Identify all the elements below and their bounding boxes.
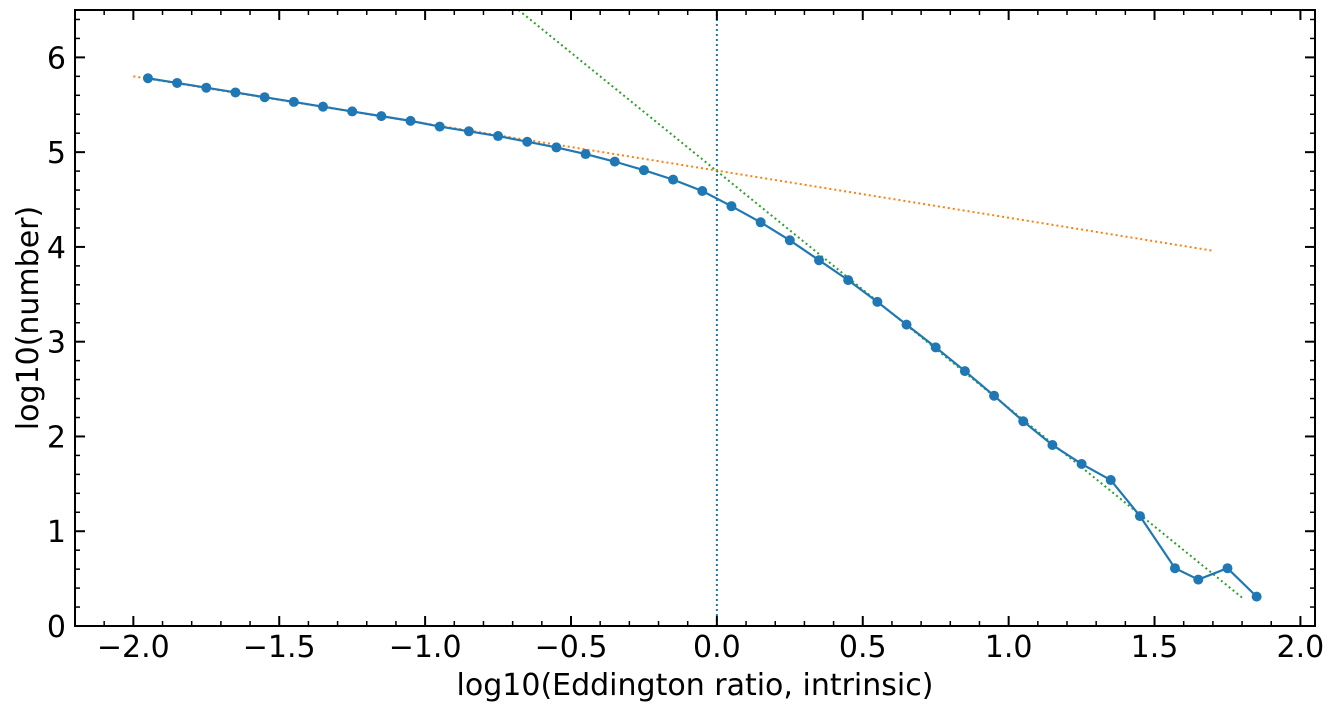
data-point [1193, 574, 1204, 585]
data-point [142, 73, 153, 84]
data-point [463, 126, 474, 137]
data-point [843, 275, 854, 286]
data-point [1105, 475, 1116, 486]
data-point [1169, 563, 1180, 574]
data-point [668, 174, 679, 185]
data-point [609, 156, 620, 167]
data-point [288, 96, 299, 107]
data-point [726, 201, 737, 212]
data-point [1134, 511, 1145, 522]
data-point [1047, 439, 1058, 450]
plot-frame [74, 9, 1316, 627]
data-point [638, 165, 649, 176]
data-point [522, 136, 533, 147]
data-point [959, 366, 970, 377]
data-point [1076, 458, 1087, 469]
data-point [201, 82, 212, 93]
x-tick-label: 1.5 [1131, 630, 1179, 665]
data-point [697, 186, 708, 197]
data-point [901, 319, 912, 330]
data-point [434, 121, 445, 132]
y-tick-label: 4 [47, 231, 66, 266]
y-tick-label: 2 [47, 420, 66, 455]
data-point [1018, 416, 1029, 427]
x-tick-label: −2.0 [97, 630, 170, 665]
data-point [814, 255, 824, 266]
data-point [405, 115, 416, 126]
data-line [147, 77, 1258, 598]
data-point [551, 142, 562, 153]
x-tick-label: 0.5 [839, 630, 887, 665]
x-tick-label: 0.0 [693, 630, 741, 665]
ticks-layer: −2.0 −1.5 −1.0 −0.5 0.0 0.5 1.0 1.5 2.0 0 1 2 3 4 5 6 [47, 10, 1324, 665]
data-point [376, 111, 387, 122]
x-tick-label: −1.5 [243, 630, 316, 665]
data-point [580, 149, 591, 160]
data-point [318, 101, 328, 112]
data-point [989, 390, 1000, 401]
y-tick-label: 0 [47, 610, 66, 645]
y-tick-label: 1 [47, 515, 66, 550]
data-point [259, 92, 270, 103]
data-point [1251, 591, 1262, 602]
data-point [930, 342, 941, 353]
x-tick-label: 1.0 [985, 630, 1033, 665]
data-point [172, 77, 183, 88]
y-tick-label: 5 [47, 136, 66, 171]
fit-line-low [133, 75, 1214, 252]
y-tick-label: 3 [47, 326, 66, 361]
data-point [872, 296, 883, 307]
x-axis-label: log10(Eddington ratio, intrinsic) [457, 668, 934, 703]
y-axis-label: log10(number) [11, 206, 46, 430]
x-tick-label: −0.5 [535, 630, 608, 665]
series-layer [133, 10, 1262, 626]
y-tick-label: 6 [47, 41, 66, 76]
data-point [755, 217, 766, 228]
series-group [133, 10, 1262, 626]
data-point [1222, 563, 1233, 574]
x-tick-label: −1.0 [389, 630, 462, 665]
data-point [347, 106, 358, 117]
x-tick-label: 2.0 [1277, 630, 1325, 665]
data-point [230, 87, 241, 98]
data-point [493, 131, 504, 142]
data-point [784, 235, 795, 246]
